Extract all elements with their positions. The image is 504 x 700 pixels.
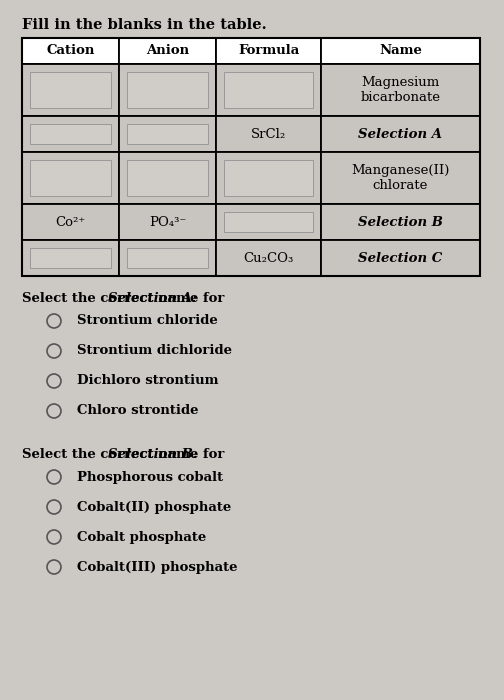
Bar bbox=[321, 152, 480, 204]
Text: Magnesium
bicarbonate: Magnesium bicarbonate bbox=[360, 76, 440, 104]
Bar bbox=[224, 160, 313, 196]
Text: Name: Name bbox=[379, 45, 422, 57]
Bar bbox=[22, 38, 119, 64]
Text: SrCl₂: SrCl₂ bbox=[251, 127, 286, 141]
Text: Formula: Formula bbox=[238, 45, 299, 57]
Bar bbox=[216, 64, 321, 116]
Text: Manganese(II)
chlorate: Manganese(II) chlorate bbox=[351, 164, 450, 192]
Bar bbox=[127, 248, 208, 268]
Text: Selection B: Selection B bbox=[358, 216, 443, 228]
Text: Chloro strontide: Chloro strontide bbox=[77, 405, 199, 417]
Bar bbox=[30, 160, 111, 196]
Text: Select the correct name for: Select the correct name for bbox=[22, 448, 229, 461]
Bar bbox=[216, 38, 321, 64]
Text: Co²⁺: Co²⁺ bbox=[55, 216, 86, 228]
Text: Selection C: Selection C bbox=[358, 251, 443, 265]
Text: Cation: Cation bbox=[46, 45, 95, 57]
Bar bbox=[119, 152, 216, 204]
Bar bbox=[216, 152, 321, 204]
Bar bbox=[119, 240, 216, 276]
Text: Phosphorous cobalt: Phosphorous cobalt bbox=[77, 470, 223, 484]
Bar bbox=[119, 38, 216, 64]
Text: Fill in the blanks in the table.: Fill in the blanks in the table. bbox=[22, 18, 267, 32]
Text: Selection A: Selection A bbox=[358, 127, 443, 141]
Text: Cu₂CO₃: Cu₂CO₃ bbox=[243, 251, 294, 265]
Text: Select the correct name for: Select the correct name for bbox=[22, 292, 229, 305]
Bar bbox=[216, 204, 321, 240]
Bar bbox=[22, 38, 480, 276]
Bar bbox=[127, 124, 208, 144]
Bar bbox=[22, 240, 119, 276]
Bar bbox=[119, 204, 216, 240]
Text: Strontium dichloride: Strontium dichloride bbox=[77, 344, 232, 358]
Text: Strontium chloride: Strontium chloride bbox=[77, 314, 218, 328]
Text: Cobalt phosphate: Cobalt phosphate bbox=[77, 531, 206, 543]
Bar bbox=[30, 124, 111, 144]
Text: Cobalt(III) phosphate: Cobalt(III) phosphate bbox=[77, 561, 237, 573]
Bar bbox=[321, 204, 480, 240]
Bar bbox=[30, 72, 111, 108]
Bar bbox=[119, 64, 216, 116]
Bar bbox=[224, 72, 313, 108]
Bar bbox=[22, 204, 119, 240]
Text: Dichloro strontium: Dichloro strontium bbox=[77, 374, 219, 388]
Text: Selection B:: Selection B: bbox=[108, 448, 198, 461]
Bar bbox=[22, 64, 119, 116]
Bar bbox=[216, 240, 321, 276]
Text: Selection A:: Selection A: bbox=[108, 292, 197, 305]
Bar bbox=[22, 152, 119, 204]
Bar bbox=[22, 116, 119, 152]
Bar bbox=[216, 116, 321, 152]
Text: PO₄³⁻: PO₄³⁻ bbox=[149, 216, 186, 228]
Bar bbox=[321, 64, 480, 116]
Text: Cobalt(II) phosphate: Cobalt(II) phosphate bbox=[77, 500, 231, 514]
Bar bbox=[224, 212, 313, 232]
Bar bbox=[127, 160, 208, 196]
Bar bbox=[119, 116, 216, 152]
Bar bbox=[321, 38, 480, 64]
Text: Anion: Anion bbox=[146, 45, 189, 57]
Bar bbox=[30, 248, 111, 268]
Bar bbox=[321, 116, 480, 152]
Bar bbox=[127, 72, 208, 108]
Bar bbox=[321, 240, 480, 276]
